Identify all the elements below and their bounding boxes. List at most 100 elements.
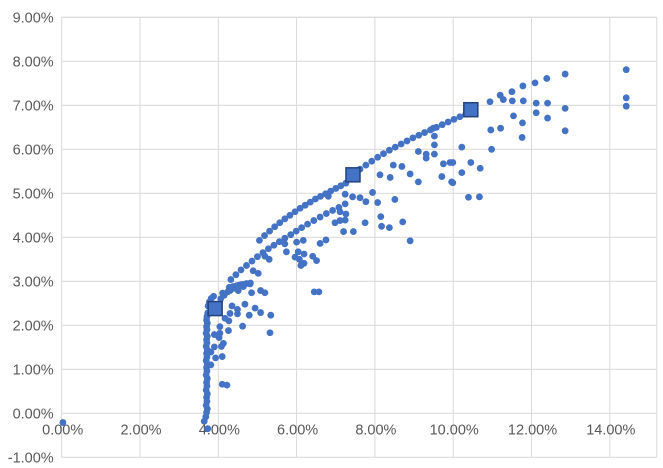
portfolio-point [499, 96, 507, 103]
portfolio-point [239, 322, 246, 330]
portfolio-point [311, 195, 319, 203]
x-axis-label: 10.00% [430, 422, 479, 438]
portfolio-point [340, 228, 347, 235]
portfolio-point [438, 121, 446, 129]
portfolio-point [223, 381, 231, 389]
portfolio-point [310, 217, 318, 224]
portfolio-point [298, 224, 306, 232]
portfolio-point [270, 241, 278, 249]
portfolio-point [431, 132, 438, 140]
portfolio-point [286, 211, 294, 219]
portfolio-point [212, 354, 219, 362]
portfolio-point [297, 262, 305, 269]
portfolio-point [342, 210, 350, 218]
portfolio-point [322, 210, 330, 217]
portfolio-point [336, 217, 344, 224]
portfolio-point [337, 182, 345, 190]
y-axis-label: 0.00% [13, 406, 54, 422]
portfolio-point [422, 154, 430, 162]
portfolio-point [276, 219, 284, 227]
portfolio-point [207, 348, 215, 356]
portfolio-point [429, 124, 437, 132]
portfolio-point [378, 222, 385, 230]
y-axis-label: 5.00% [13, 186, 54, 202]
portfolio-point [317, 192, 324, 200]
portfolio-point [225, 327, 232, 334]
portfolio-point [287, 231, 295, 239]
portfolio-point [403, 137, 411, 145]
portfolio-point [544, 99, 551, 107]
portfolio-point [362, 161, 370, 169]
portfolio-point [315, 288, 323, 296]
portfolio-point [446, 159, 454, 166]
portfolio-point [398, 163, 406, 170]
portfolio-point [225, 317, 233, 325]
y-axis-label: 6.00% [13, 142, 54, 158]
y-axis-label: 2.00% [13, 318, 54, 334]
portfolio-point [356, 194, 364, 202]
portfolio-point [421, 129, 429, 136]
portfolio-point [391, 196, 399, 203]
portfolio-point [59, 419, 67, 426]
portfolio-point [299, 236, 307, 244]
y-axis-label: 4.00% [13, 230, 54, 246]
portfolio-point [341, 200, 349, 208]
portfolio-point [251, 304, 259, 312]
y-axis-label: 8.00% [13, 54, 54, 70]
portfolio-point [254, 269, 262, 277]
portfolio-point [518, 134, 526, 141]
portfolio-point [281, 240, 289, 248]
portfolio-point [415, 131, 423, 139]
portfolio-point [241, 300, 249, 308]
portfolio-point [458, 143, 466, 151]
portfolio-point [374, 153, 382, 161]
portfolio-point [376, 171, 384, 179]
portfolio-point [210, 343, 218, 351]
portfolio-point [450, 115, 458, 123]
portfolio-point [431, 150, 438, 158]
portfolio-point [301, 201, 309, 209]
y-axis-label: 7.00% [13, 98, 54, 114]
portfolio-point [368, 157, 376, 165]
portfolio-point [532, 99, 540, 107]
portfolio-point [207, 361, 215, 369]
portfolio-point [265, 245, 272, 253]
portfolio-point [476, 193, 483, 201]
portfolio-point [349, 228, 357, 235]
portfolio-point [218, 343, 225, 350]
portfolio-point [237, 266, 245, 274]
portfolio-point [467, 159, 475, 166]
portfolio-point [406, 237, 414, 245]
portfolio-point [543, 75, 551, 82]
portfolio-point [519, 97, 527, 105]
portfolio-point [374, 199, 382, 206]
portfolio-point [510, 112, 517, 120]
portfolio-point [293, 238, 300, 246]
portfolio-point [332, 185, 340, 192]
portfolio-point [316, 240, 324, 247]
portfolio-point [519, 119, 526, 127]
portfolio-point [275, 238, 283, 246]
portfolio-point [226, 287, 234, 294]
portfolio-point [561, 127, 569, 135]
portfolio-point [519, 82, 527, 90]
portfolio-point [486, 98, 494, 106]
portfolio-point [306, 198, 314, 206]
portfolio-point [266, 329, 274, 337]
portfolio-point [622, 94, 630, 102]
portfolio-point [380, 150, 387, 158]
portfolio-point [291, 208, 299, 216]
portfolio-point [291, 253, 299, 261]
portfolio-point [294, 248, 302, 256]
portfolio-point [248, 289, 255, 297]
portfolio-point [204, 425, 212, 433]
portfolio-point [399, 218, 407, 226]
y-axis-label: 3.00% [13, 274, 54, 290]
portfolio-point [296, 204, 304, 212]
portfolio-point [508, 97, 516, 105]
portfolio-point [304, 220, 311, 228]
portfolio-point [281, 215, 289, 223]
portfolio-point [248, 257, 256, 265]
portfolio-point [331, 219, 339, 227]
